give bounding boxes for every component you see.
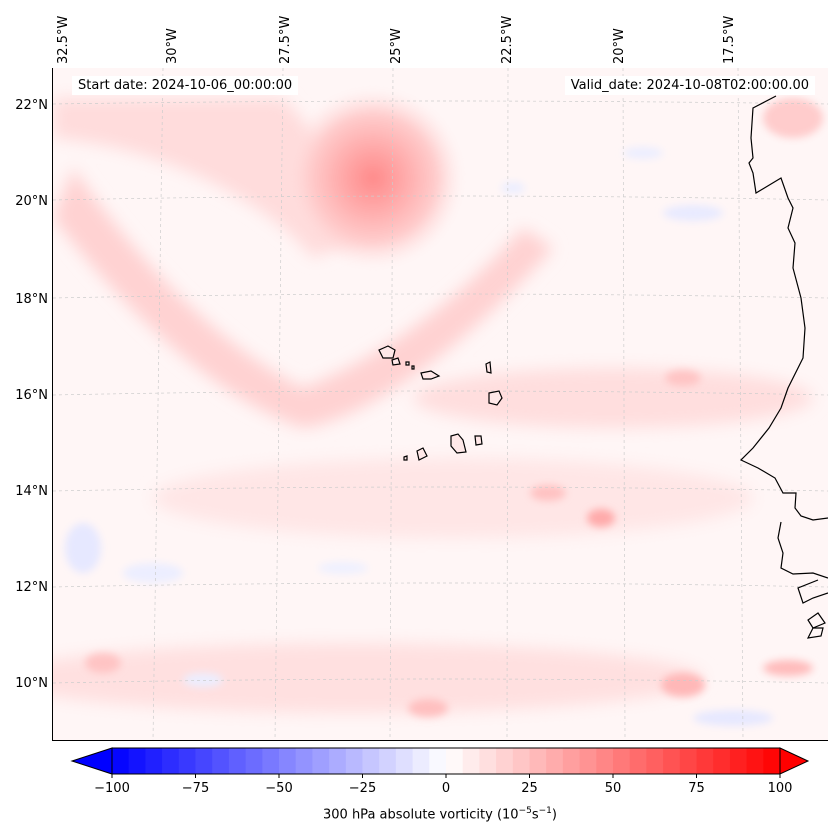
- colorbar-tick-label: 100: [767, 781, 793, 796]
- colorbar-tick-label: 0: [441, 781, 451, 796]
- colorbar-segment: [729, 748, 748, 774]
- colorbar-segment: [212, 748, 230, 774]
- colorbar-segment: [512, 748, 530, 774]
- longitude-label: 17.5°W: [722, 15, 737, 64]
- colorbar-segment: [412, 748, 430, 774]
- colorbar-segment: [362, 748, 380, 774]
- longitude-label: 22.5°W: [500, 15, 515, 64]
- colorbar-segment: [446, 748, 464, 774]
- longitude-label: 27.5°W: [278, 15, 293, 64]
- colorbar-segment: [395, 748, 414, 774]
- colorbar-tick-label: −100: [94, 781, 130, 796]
- colorbar-segment: [763, 748, 781, 774]
- colorbar-tick-label: 50: [604, 781, 622, 796]
- colorbar-tick-label: −25: [348, 781, 377, 796]
- negative-vorticity-patches: [65, 147, 773, 726]
- cape-verde-islands: [378, 345, 503, 461]
- longitude-label: 32.5°W: [56, 15, 71, 64]
- colorbar-segment: [295, 748, 313, 774]
- colorbar-segment: [546, 748, 564, 774]
- colorbar-max-extend: [779, 747, 810, 775]
- latitude-label: 14°N: [15, 484, 48, 499]
- colorbar-tick-label: 75: [688, 781, 705, 796]
- vorticity-hotspots: [85, 98, 823, 717]
- colorbar-segment: [713, 748, 731, 774]
- colorbar-segment: [646, 748, 664, 774]
- colorbar-segment: [345, 748, 363, 774]
- colorbar-segment: [162, 748, 180, 774]
- colorbar-segment: [329, 748, 347, 774]
- colorbar-segment: [128, 748, 146, 774]
- latitude-label: 22°N: [15, 98, 48, 113]
- colorbar-segment: [746, 748, 764, 774]
- colorbar-tick-label: −50: [265, 781, 293, 796]
- colorbar-min-extend: [70, 747, 113, 775]
- colorbar-segment: [529, 748, 547, 774]
- colorbar: [70, 747, 810, 778]
- colorbar-label: 300 hPa absolute vorticity (10−5s−1): [323, 806, 557, 823]
- vorticity-map: [53, 68, 828, 740]
- colorbar-segment: [262, 748, 280, 774]
- colorbar-segment: [279, 748, 297, 774]
- coastline: [739, 95, 828, 639]
- longitude-label: 30°W: [165, 28, 180, 64]
- latitude-label: 10°N: [15, 676, 48, 691]
- colorbar-segment: [663, 748, 681, 774]
- colorbar-segment: [613, 748, 631, 774]
- colorbar-segment: [228, 748, 247, 774]
- longitude-label: 20°W: [612, 28, 627, 64]
- colorbar-segment: [629, 748, 647, 774]
- start-date-label: Start date: 2024-10-06_00:00:00: [72, 76, 299, 95]
- latitude-label: 18°N: [15, 292, 48, 307]
- colorbar-segment: [579, 748, 597, 774]
- longitude-label: 25°W: [389, 28, 404, 64]
- colorbar-segment: [312, 748, 330, 774]
- colorbar-segment: [245, 748, 263, 774]
- colorbar-segment: [696, 748, 714, 774]
- colorbar-segment: [379, 748, 397, 774]
- latitude-label: 12°N: [15, 580, 48, 595]
- valid-date-label: Valid_date: 2024-10-08T02:00:00.00: [564, 76, 815, 95]
- colorbar-segment: [195, 748, 213, 774]
- colorbar-segment: [178, 748, 196, 774]
- colorbar-segment: [479, 748, 497, 774]
- colorbar-segment: [679, 748, 697, 774]
- colorbar-segment: [562, 748, 581, 774]
- colorbar-segment: [596, 748, 614, 774]
- colorbar-segment: [112, 748, 130, 774]
- colorbar-segment: [496, 748, 514, 774]
- latitude-label: 20°N: [15, 194, 48, 209]
- colorbar-tick-label: 25: [521, 781, 538, 796]
- map-plot-area: [52, 68, 828, 741]
- colorbar-segment: [462, 748, 480, 774]
- map-gridlines: [53, 68, 828, 740]
- latitude-label: 16°N: [15, 388, 48, 403]
- colorbar-segment: [145, 748, 163, 774]
- colorbar-segment: [429, 748, 447, 774]
- colorbar-tick-label: −75: [181, 781, 210, 796]
- vortex-center: [283, 88, 463, 268]
